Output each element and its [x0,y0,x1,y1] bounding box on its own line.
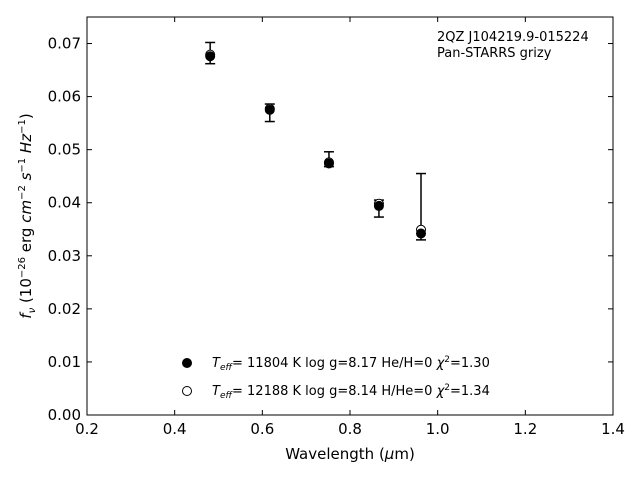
y-axis-ticks: 0.00 0.01 0.02 0.03 0.04 0.05 0.06 0.07 [48,35,613,424]
x-tick-label: 0.6 [250,420,274,438]
legend-marker-filled [182,358,192,368]
data-points [205,49,427,239]
x-tick-label: 1.0 [426,420,450,438]
model-point-filled [205,51,216,62]
y-tick-label: 0.03 [48,247,81,265]
y-tick-label: 0.07 [48,35,81,53]
legend-label-h-he: Teff= 12188 K log g=8.14 H/He=0 χ2=1.34 [212,383,490,401]
y-tick-label: 0.02 [48,300,81,318]
y-tick-label: 0.00 [48,406,81,424]
x-tick-label: 0.2 [75,420,99,438]
y-axis-label: fν (10−26 erg cm−2 s−1 Hz−1) [17,113,38,318]
model-point-filled [264,104,275,115]
model-point-filled [416,228,427,239]
x-axis-label: Wavelength (μm) [285,445,415,463]
y-tick-label: 0.04 [48,194,81,212]
x-tick-label: 0.4 [163,420,187,438]
x-axis-ticks: 0.2 0.4 0.6 0.8 1.0 1.2 1.4 [75,17,625,438]
x-tick-label: 1.4 [601,420,625,438]
y-tick-label: 0.06 [48,88,81,106]
model-point-filled [373,200,384,211]
survey-annotation: Pan-STARRS grizy [437,46,552,61]
x-tick-label: 0.8 [338,420,362,438]
legend: Teff= 11804 K log g=8.17 He/H=0 χ2=1.30 … [182,355,490,401]
legend-marker-open [182,386,192,396]
y-tick-label: 0.01 [48,353,81,371]
y-tick-label: 0.05 [48,141,81,159]
model-point-filled [323,158,334,169]
object-annotation: 2QZ J104219.9-015224 [437,30,589,45]
legend-label-he-h: Teff= 11804 K log g=8.17 He/H=0 χ2=1.30 [212,355,490,373]
error-bars [205,41,427,241]
x-tick-label: 1.2 [513,420,537,438]
